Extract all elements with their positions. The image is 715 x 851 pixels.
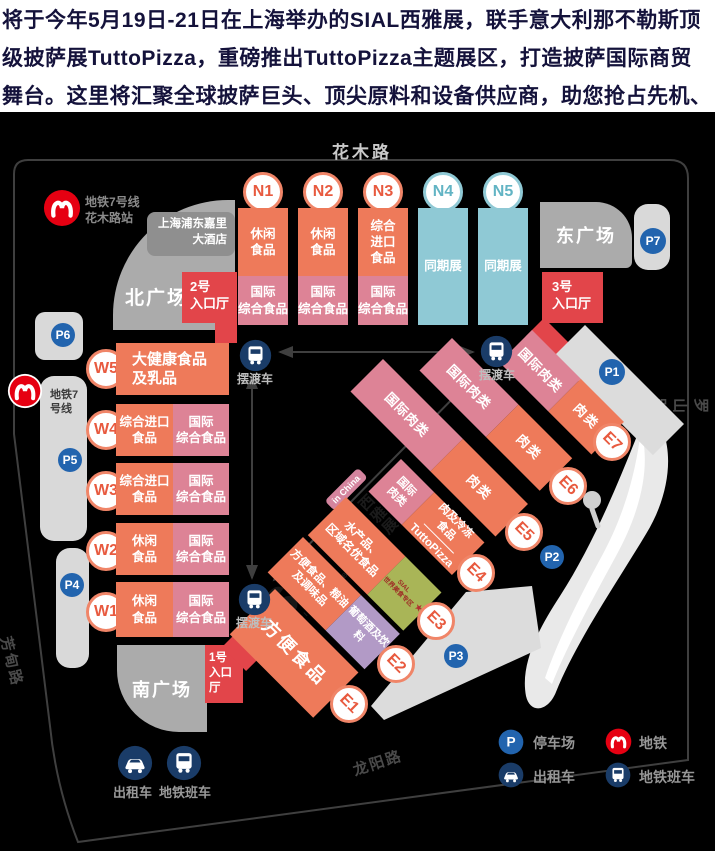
- metro-icon-west: [7, 373, 43, 414]
- hall-n2-sub: 国际 综合食品: [298, 276, 348, 325]
- hall-n1-sub: 国际 综合食品: [238, 276, 288, 325]
- road-label-huamu: 花木路: [332, 143, 392, 162]
- south-plaza-label: 南广场: [132, 679, 192, 700]
- hall-w4-main: 综合进口 食品: [116, 404, 173, 456]
- hall-w1-sub: 国际 综合食品: [173, 582, 229, 637]
- entrance-hall-2: 2号 入口厅: [182, 272, 237, 323]
- legend-parking-label: 停车场: [533, 735, 575, 751]
- svg-text:P: P: [506, 735, 515, 750]
- sial-zone-label: SIAL 世界美食专区: [381, 575, 415, 609]
- legend-taxi-label: 出租车: [533, 769, 575, 785]
- hall-n3-sub: 国际 综合食品: [358, 276, 408, 325]
- hotel-kerry: 上海浦东嘉里 大酒店: [147, 212, 235, 256]
- legend-shuttle-icon: [605, 762, 631, 793]
- map-border: [13, 159, 689, 844]
- hall-w4: 综合进口 食品 国际 综合食品: [116, 404, 229, 456]
- hall-badge-n4: N4: [423, 172, 463, 212]
- hall-w3: 综合进口 食品 国际 综合食品: [116, 463, 229, 515]
- hall-badge-e5: E5: [505, 513, 543, 551]
- intro-paragraph: 将于今年5月19日-21日在上海举办的SIAL西雅展，联手意大利那不勒斯顶级披萨…: [0, 0, 715, 146]
- metro-icon-north: [43, 189, 81, 232]
- legend-metro-label: 地铁: [639, 735, 667, 751]
- shuttle-bus-icon-west: [239, 339, 272, 377]
- hall-n5-main: 同期展: [478, 208, 528, 325]
- parking-badge-p7: P7: [640, 228, 666, 254]
- legend-shuttle-label: 地铁班车: [639, 769, 695, 785]
- hall-badge-n2: N2: [303, 172, 343, 212]
- taxi-icon-south: [117, 745, 153, 786]
- east-plaza-label: 东广场: [556, 226, 616, 246]
- entrance-hall-3: 3号 入口厅: [542, 272, 603, 323]
- hall-badge-e4: E4: [457, 554, 495, 592]
- hall-w4-sub: 国际 综合食品: [173, 404, 229, 456]
- hall-n2: 休闲 食品 国际 综合食品: [298, 208, 348, 325]
- shuttle-label-west: 摆渡车: [236, 372, 273, 386]
- hall-w2: 休闲 食品 国际 综合食品: [116, 523, 229, 575]
- venue-map: 花木路 罗山路 芳甸路 龙阳路 in China 西雅展 SIAL INSPIR…: [0, 112, 715, 851]
- hall-w1: 休闲 食品 国际 综合食品: [116, 582, 229, 637]
- hall-badge-e3: E3: [417, 602, 455, 640]
- p4-strip: [56, 548, 89, 668]
- shuttle-label-east: 摆渡车: [478, 368, 515, 382]
- hall-w5-main: 大健康食品 及乳品: [116, 343, 229, 395]
- metro-station-label: 地铁7号线 花木路站: [85, 195, 140, 226]
- hall-badge-n5: N5: [483, 172, 523, 212]
- hall-w2-sub: 国际 综合食品: [173, 523, 229, 575]
- parking-badge-p1: P1: [599, 359, 625, 385]
- hall-badge-n3: N3: [363, 172, 403, 212]
- shuttle-label-south-plaza: 地铁班车: [159, 785, 212, 800]
- shuttle-bus-icon-east: [480, 335, 513, 373]
- taxi-label-south: 出租车: [113, 785, 153, 800]
- hall-n1-main: 休闲 食品: [238, 208, 288, 276]
- north-plaza-label: 北广场: [125, 288, 189, 309]
- hall-w3-sub: 国际 综合食品: [173, 463, 229, 515]
- parking-badge-p4: P4: [60, 573, 84, 597]
- hall-n5: 同期展: [478, 208, 528, 325]
- hall-n4-main: 同期展: [418, 208, 468, 325]
- hall-badge-e6: E6: [549, 467, 587, 505]
- hall-n3: 综合 进口 食品 国际 综合食品: [358, 208, 408, 325]
- hall-n1: 休闲 食品 国际 综合食品: [238, 208, 288, 325]
- legend-metro-icon: [605, 728, 632, 760]
- entrance-hall-1: 1号 入口厅: [205, 645, 243, 703]
- shuttle-label-south: 摆渡车: [235, 616, 272, 630]
- hall-badge-e1: E1: [330, 685, 368, 723]
- hall-badge-n1: N1: [243, 172, 283, 212]
- hall-n2-main: 休闲 食品: [298, 208, 348, 276]
- entrance2-connector: [215, 323, 237, 343]
- hall-w2-main: 休闲 食品: [116, 523, 173, 575]
- shuttle-bus-icon-south: [238, 583, 271, 621]
- hall-badge-e7: E7: [593, 423, 631, 461]
- parking-badge-p6: P6: [51, 323, 75, 347]
- legend-taxi-icon: [498, 762, 524, 793]
- parking-badge-p5: P5: [58, 448, 82, 472]
- hall-n4: 同期展: [418, 208, 468, 325]
- shuttle-icon-south-plaza: [166, 745, 202, 786]
- hall-n3-main: 综合 进口 食品: [358, 208, 408, 276]
- parking-badge-p2: P2: [540, 545, 564, 569]
- hall-w5: 大健康食品 及乳品: [116, 343, 229, 395]
- east-plaza: 东广场: [540, 202, 632, 268]
- parking-badge-p3: P3: [444, 644, 468, 668]
- hall-w1-main: 休闲 食品: [116, 582, 173, 637]
- hall-w3-main: 综合进口 食品: [116, 463, 173, 515]
- metro-line7-side-label: 地铁7 号线: [50, 389, 79, 416]
- hall-badge-e2: E2: [377, 645, 415, 683]
- legend-parking-icon: P: [498, 729, 524, 760]
